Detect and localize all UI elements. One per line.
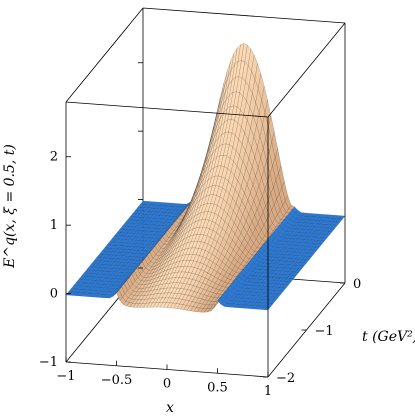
x-tick-label: −0.5: [101, 373, 133, 388]
back-edge: [66, 8, 143, 102]
z-tick-label: 0: [50, 287, 58, 302]
t-tick-label: 0: [353, 277, 361, 292]
x-tick-label: 0.5: [207, 380, 228, 395]
surface-mesh: [66, 44, 345, 313]
x-tick-label: 0: [163, 377, 171, 392]
front-edge: [268, 23, 345, 117]
back-edge: [143, 8, 345, 23]
t-tick-label: −1: [315, 324, 334, 339]
x-tick-label: −1: [56, 369, 75, 384]
z-tick-label: −1: [39, 355, 58, 370]
x-axis-label: x: [166, 400, 174, 416]
z-tick-label: 1: [50, 218, 58, 233]
z-axis-label: E^q(x, ξ = 0.5, t): [2, 144, 18, 269]
t-axis-label: t (GeV²): [362, 329, 415, 345]
x-tick-label: 1: [264, 384, 272, 399]
t-tick-label: −2: [276, 371, 295, 386]
z-tick-label: 2: [50, 150, 58, 165]
